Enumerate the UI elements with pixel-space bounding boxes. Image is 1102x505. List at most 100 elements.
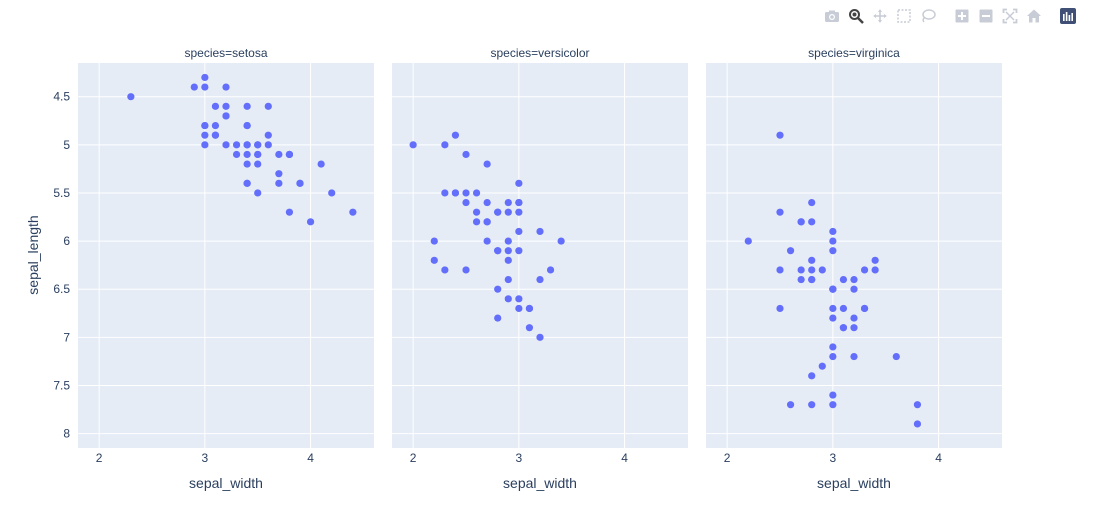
data-point[interactable] bbox=[494, 208, 502, 216]
data-point[interactable] bbox=[285, 150, 294, 159]
data-point[interactable] bbox=[536, 227, 544, 236]
data-point[interactable] bbox=[504, 247, 512, 255]
data-point[interactable] bbox=[494, 285, 502, 293]
data-point[interactable] bbox=[860, 304, 869, 313]
data-point[interactable] bbox=[264, 131, 272, 139]
data-point[interactable] bbox=[349, 208, 357, 216]
data-point[interactable] bbox=[285, 208, 294, 216]
data-point[interactable] bbox=[913, 420, 922, 428]
data-point[interactable] bbox=[441, 189, 449, 197]
data-point[interactable] bbox=[211, 102, 220, 110]
data-point[interactable] bbox=[190, 83, 198, 91]
data-point[interactable] bbox=[243, 160, 251, 168]
data-point[interactable] bbox=[243, 150, 251, 159]
data-point[interactable] bbox=[264, 102, 272, 110]
data-point[interactable] bbox=[808, 256, 816, 264]
data-point[interactable] bbox=[515, 247, 523, 255]
data-point[interactable] bbox=[744, 237, 752, 245]
data-point[interactable] bbox=[850, 352, 858, 361]
data-point[interactable] bbox=[222, 112, 230, 120]
data-point[interactable] bbox=[201, 141, 209, 149]
data-point[interactable] bbox=[515, 295, 523, 303]
data-point[interactable] bbox=[525, 304, 534, 313]
data-point[interactable] bbox=[275, 150, 283, 159]
data-point[interactable] bbox=[451, 189, 460, 197]
data-point[interactable] bbox=[871, 256, 879, 264]
data-point[interactable] bbox=[776, 304, 784, 313]
data-point[interactable] bbox=[201, 83, 209, 91]
data-point[interactable] bbox=[536, 275, 544, 284]
data-point[interactable] bbox=[264, 141, 272, 149]
data-point[interactable] bbox=[222, 83, 230, 91]
data-point[interactable] bbox=[211, 131, 220, 139]
data-point[interactable] bbox=[211, 121, 220, 130]
data-point[interactable] bbox=[808, 266, 816, 274]
data-point[interactable] bbox=[296, 179, 304, 187]
data-point[interactable] bbox=[243, 102, 251, 110]
data-point[interactable] bbox=[808, 198, 816, 207]
data-point[interactable] bbox=[829, 401, 837, 409]
data-point[interactable] bbox=[776, 266, 784, 274]
data-point[interactable] bbox=[786, 247, 795, 255]
data-point[interactable] bbox=[829, 285, 837, 293]
data-point[interactable] bbox=[829, 343, 837, 351]
data-point[interactable] bbox=[839, 324, 848, 332]
autoscale-icon[interactable] bbox=[1000, 6, 1020, 26]
data-point[interactable] bbox=[515, 208, 523, 216]
data-point[interactable] bbox=[546, 266, 555, 274]
data-point[interactable] bbox=[850, 285, 858, 293]
zoom-in-icon[interactable] bbox=[952, 6, 972, 26]
data-point[interactable] bbox=[222, 141, 230, 149]
pan-icon[interactable] bbox=[870, 6, 890, 26]
data-point[interactable] bbox=[243, 121, 251, 130]
data-point[interactable] bbox=[243, 179, 251, 187]
data-point[interactable] bbox=[494, 314, 502, 322]
zoom-icon[interactable] bbox=[846, 6, 866, 26]
data-point[interactable] bbox=[515, 179, 523, 187]
data-point[interactable] bbox=[797, 266, 805, 274]
data-point[interactable] bbox=[786, 401, 795, 409]
data-point[interactable] bbox=[504, 256, 512, 264]
data-point[interactable] bbox=[504, 295, 512, 303]
data-point[interactable] bbox=[254, 160, 262, 168]
data-point[interactable] bbox=[829, 237, 837, 245]
lasso-select-icon[interactable] bbox=[918, 6, 938, 26]
data-point[interactable] bbox=[306, 218, 315, 226]
data-point[interactable] bbox=[808, 372, 816, 380]
data-point[interactable] bbox=[525, 324, 534, 332]
data-point[interactable] bbox=[317, 160, 325, 168]
data-point[interactable] bbox=[808, 275, 816, 284]
zoom-out-icon[interactable] bbox=[976, 6, 996, 26]
data-point[interactable] bbox=[483, 237, 491, 245]
data-point[interactable] bbox=[201, 73, 209, 82]
data-point[interactable] bbox=[483, 198, 491, 207]
data-point[interactable] bbox=[829, 247, 837, 255]
download-plot-as-png-icon[interactable] bbox=[822, 6, 842, 26]
data-point[interactable] bbox=[430, 256, 438, 264]
data-point[interactable] bbox=[462, 266, 470, 274]
data-point[interactable] bbox=[850, 324, 858, 332]
data-point[interactable] bbox=[483, 218, 491, 226]
data-point[interactable] bbox=[451, 131, 460, 139]
data-point[interactable] bbox=[892, 352, 900, 361]
data-point[interactable] bbox=[483, 160, 491, 168]
data-point[interactable] bbox=[127, 93, 135, 101]
data-point[interactable] bbox=[243, 141, 251, 149]
data-point[interactable] bbox=[818, 266, 826, 274]
plotly-logo-icon[interactable] bbox=[1058, 6, 1078, 26]
data-point[interactable] bbox=[472, 218, 481, 226]
data-point[interactable] bbox=[472, 208, 481, 216]
data-point[interactable] bbox=[829, 352, 837, 361]
data-point[interactable] bbox=[818, 362, 826, 370]
data-point[interactable] bbox=[441, 141, 449, 149]
data-point[interactable] bbox=[797, 275, 805, 284]
data-point[interactable] bbox=[504, 208, 512, 216]
data-point[interactable] bbox=[913, 401, 922, 409]
data-point[interactable] bbox=[504, 198, 512, 207]
data-point[interactable] bbox=[839, 304, 848, 313]
data-point[interactable] bbox=[829, 314, 837, 322]
data-point[interactable] bbox=[275, 179, 283, 187]
data-point[interactable] bbox=[515, 198, 523, 207]
data-point[interactable] bbox=[462, 189, 470, 197]
data-point[interactable] bbox=[232, 141, 241, 149]
